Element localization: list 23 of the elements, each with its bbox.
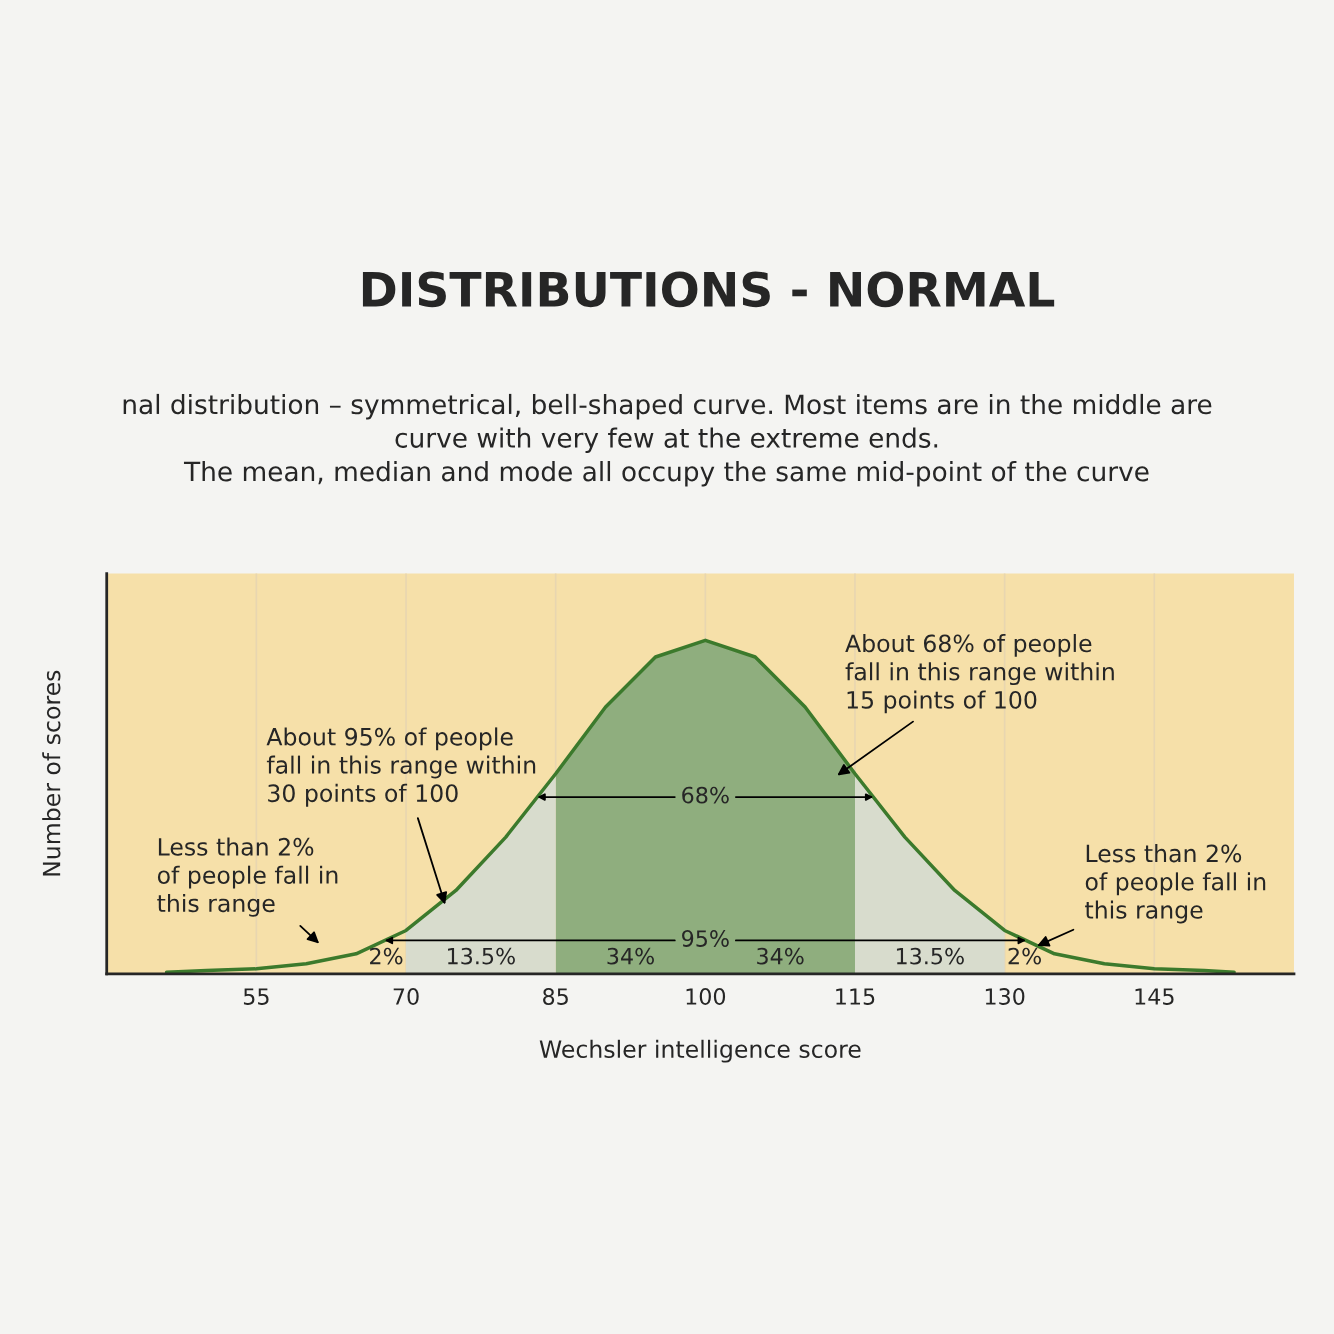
x-axis-title: Wechsler intelligence score (539, 1039, 861, 1063)
y-axis-title: Number of scores (42, 670, 61, 876)
x-tick-label: 145 (1135, 988, 1174, 1005)
annotation: 95% (682, 930, 729, 947)
annotation: 2% (370, 947, 403, 965)
x-tick-label: 85 (543, 988, 568, 1005)
annotation: 34% (757, 947, 804, 965)
x-tick-label: 100 (686, 988, 726, 1005)
chart-title: DISTRIBUTIONS - NORMAL (362, 271, 1055, 308)
annotation: 2% (1008, 947, 1041, 965)
annotation: 13.5% (448, 947, 515, 965)
x-tick-label: 70 (393, 988, 419, 1005)
annotation: About 68% of people fall in this range within 15 points of 100 (845, 634, 1114, 714)
annotation: About 95% of people fall in this range within 30 points of 100 (266, 727, 536, 807)
annotation: 13.5% (896, 947, 964, 965)
x-tick-label: 130 (985, 988, 1025, 1005)
annotation: Less than 2% of people fall in this range (1085, 844, 1266, 924)
x-tick-label: 115 (836, 988, 875, 1005)
x-tick-label: 55 (243, 988, 269, 1005)
annotation: Less than 2% of people fall in this range (157, 837, 338, 917)
chart-subtitle: nal distribution – symmetrical, bell-shaped curve. Most items are in the middle are curve with very few at the extreme ends. The mean, median and mode all occupy the same mid-point of the curve (123, 393, 1212, 487)
annotation: 34% (607, 947, 654, 965)
annotation: 68% (682, 786, 729, 804)
